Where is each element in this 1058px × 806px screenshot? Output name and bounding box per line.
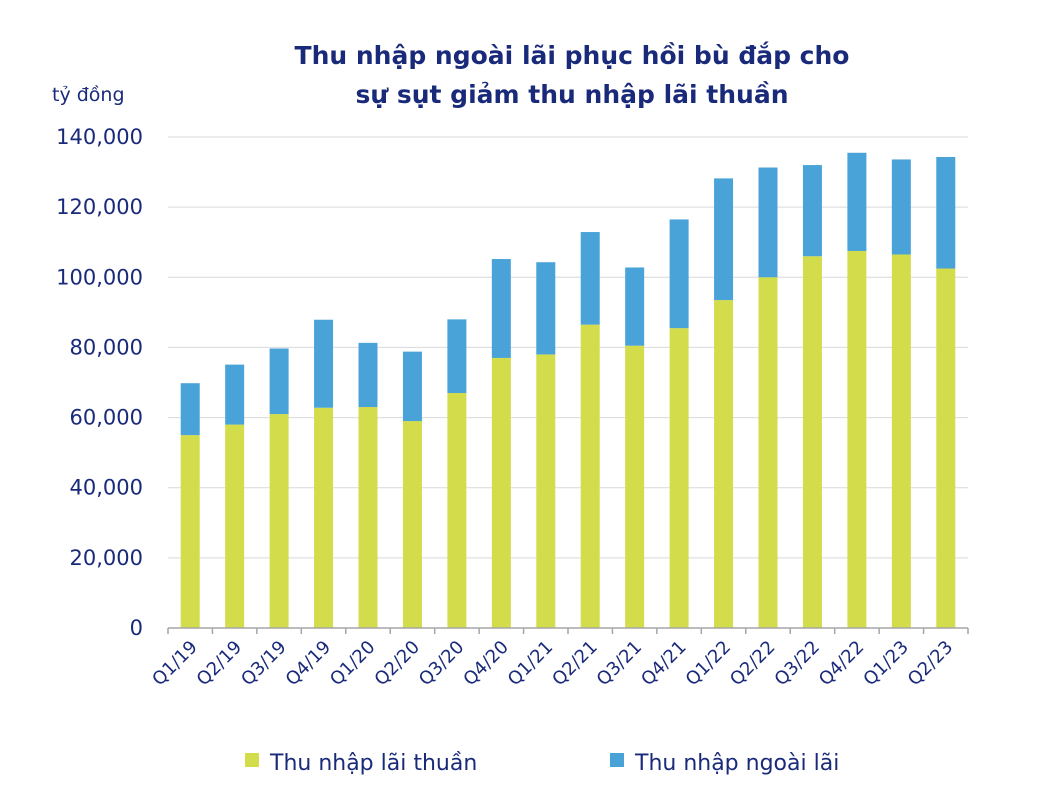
bar-non-interest bbox=[536, 262, 556, 355]
bar-net-interest bbox=[180, 435, 200, 628]
legend-label-net-interest: Thu nhập lãi thuần bbox=[269, 751, 477, 776]
x-tick-label: Q1/22 bbox=[682, 637, 735, 690]
y-tick-label: 20,000 bbox=[70, 546, 143, 570]
bar-non-interest bbox=[758, 167, 778, 278]
bar-non-interest bbox=[714, 178, 734, 301]
y-tick-label: 40,000 bbox=[70, 476, 143, 500]
y-tick-label: 100,000 bbox=[56, 265, 143, 289]
bar-net-interest bbox=[491, 357, 511, 628]
bar-net-interest bbox=[714, 300, 734, 628]
bar-net-interest bbox=[891, 254, 911, 628]
legend: Thu nhập lãi thuần Thu nhập ngoài lãi bbox=[245, 751, 839, 776]
bar-non-interest bbox=[180, 383, 200, 436]
legend-label-non-interest: Thu nhập ngoài lãi bbox=[634, 751, 839, 776]
bar-net-interest bbox=[314, 407, 334, 628]
gridlines bbox=[168, 136, 968, 559]
y-axis-ticks: 0 20,000 40,000 60,000 80,000 100,000 120,000 1… bbox=[56, 125, 143, 640]
bar-non-interest bbox=[358, 342, 378, 408]
bar-net-interest bbox=[847, 250, 867, 628]
x-tick-label: Q2/20 bbox=[371, 637, 424, 690]
bar-non-interest bbox=[402, 351, 422, 422]
bar-non-interest bbox=[802, 165, 822, 257]
y-tick-label: 0 bbox=[130, 616, 143, 640]
x-tick-label: Q1/20 bbox=[326, 637, 379, 690]
legend-swatch-non-interest bbox=[610, 753, 624, 767]
x-tick-label: Q3/21 bbox=[593, 637, 646, 690]
x-tick-label: Q3/19 bbox=[237, 637, 290, 690]
bar-non-interest bbox=[269, 348, 289, 415]
y-tick-label: 60,000 bbox=[70, 406, 143, 430]
bar-non-interest bbox=[580, 232, 600, 325]
x-tick-label: Q1/23 bbox=[859, 637, 912, 690]
bar-net-interest bbox=[536, 354, 556, 628]
x-axis bbox=[167, 627, 969, 634]
bar-net-interest bbox=[625, 345, 645, 628]
bar-net-interest bbox=[936, 268, 956, 628]
bar-non-interest bbox=[225, 364, 245, 425]
y-tick-label: 120,000 bbox=[56, 195, 143, 219]
x-tick-label: Q1/21 bbox=[504, 637, 557, 690]
bar-non-interest bbox=[936, 156, 956, 269]
bar-non-interest bbox=[491, 259, 511, 358]
x-tick-label: Q2/23 bbox=[904, 637, 957, 690]
bar-non-interest bbox=[669, 219, 689, 329]
bar-net-interest bbox=[225, 424, 245, 628]
chart-title-line-2: sự sụt giảm thu nhập lãi thuần bbox=[355, 80, 788, 109]
y-tick-label: 80,000 bbox=[70, 335, 143, 359]
x-tick-label: Q2/22 bbox=[726, 637, 779, 690]
y-tick-label: 140,000 bbox=[56, 125, 143, 149]
x-tick-label: Q2/19 bbox=[193, 637, 246, 690]
bar-net-interest bbox=[447, 393, 467, 628]
bar-non-interest bbox=[891, 159, 911, 255]
bar-net-interest bbox=[802, 256, 822, 628]
bar-non-interest bbox=[447, 319, 467, 394]
x-tick-label: Q1/19 bbox=[148, 637, 201, 690]
x-tick-label: Q2/21 bbox=[548, 637, 601, 690]
x-tick-label: Q4/21 bbox=[637, 637, 690, 690]
x-tick-label: Q3/22 bbox=[771, 637, 824, 690]
bar-non-interest bbox=[314, 319, 334, 408]
x-axis-ticks: Q1/19Q2/19Q3/19Q4/19Q1/20Q2/20Q3/20Q4/20… bbox=[148, 637, 957, 690]
bar-net-interest bbox=[669, 328, 689, 628]
x-tick-label: Q4/19 bbox=[282, 637, 335, 690]
bar-net-interest bbox=[580, 324, 600, 628]
x-tick-label: Q4/22 bbox=[815, 637, 868, 690]
bar-net-interest bbox=[269, 414, 289, 628]
bar-net-interest bbox=[358, 407, 378, 628]
bar-non-interest bbox=[847, 152, 867, 251]
x-tick-label: Q4/20 bbox=[459, 637, 512, 690]
legend-swatch-net-interest bbox=[245, 753, 259, 767]
x-tick-label: Q3/20 bbox=[415, 637, 468, 690]
y-axis-unit-label: tỷ đồng bbox=[52, 84, 125, 106]
bar-net-interest bbox=[758, 277, 778, 628]
bar-net-interest bbox=[402, 421, 422, 628]
chart-title-line-1: Thu nhập ngoài lãi phục hồi bù đắp cho bbox=[295, 41, 850, 70]
bar-non-interest bbox=[625, 267, 645, 346]
bars bbox=[180, 152, 956, 628]
